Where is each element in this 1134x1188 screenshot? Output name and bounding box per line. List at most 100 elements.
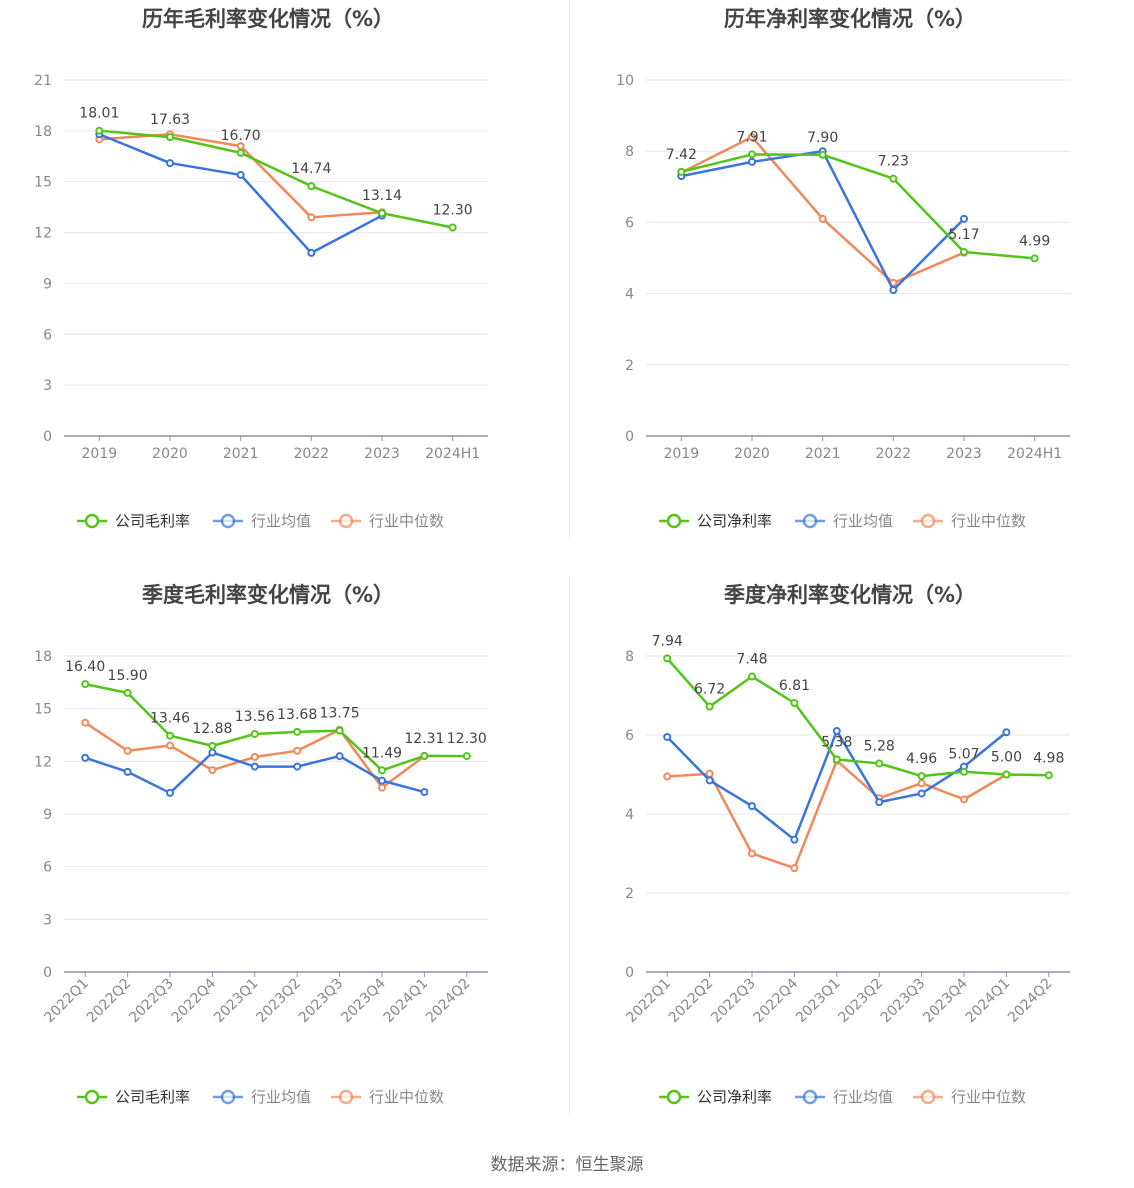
data-point	[705, 769, 714, 778]
data-point	[166, 788, 174, 797]
legend-label: 行业均值	[833, 1088, 893, 1106]
series-line-company	[666, 657, 1049, 778]
y-tick-label: 3	[43, 378, 52, 394]
data-label: 4.99	[1019, 233, 1050, 249]
data-point	[832, 755, 841, 764]
data-point	[123, 746, 132, 755]
series-line-company	[99, 129, 453, 229]
data-point	[748, 802, 756, 811]
y-tick-label: 10	[616, 73, 634, 89]
data-label: 12.88	[192, 721, 232, 737]
data-point	[960, 767, 968, 776]
data-label: 18.01	[79, 106, 119, 122]
quarterly-net-margin-chart: 季度净利率变化情况（%） 0 2 4 6 8 2022Q1 2022Q2 2022Q3 2022Q…	[574, 576, 1134, 1136]
data-point	[123, 767, 132, 776]
legend-label: 行业中位数	[369, 512, 444, 530]
data-point	[378, 776, 386, 785]
x-tick-label: 2024H1	[425, 446, 480, 462]
data-label: 13.68	[277, 707, 317, 723]
data-label: 13.46	[150, 711, 190, 727]
data-point	[748, 849, 756, 858]
series-line-company	[681, 153, 1035, 260]
data-point	[1002, 728, 1011, 737]
data-point	[250, 729, 259, 738]
y-tick-label: 21	[34, 73, 52, 89]
annual-gross-margin-chart: 历年毛利率变化情况（%） 0 3 6 9 12 15 18 21 2019 2020 2021 2022…	[8, 0, 568, 560]
data-point	[293, 746, 302, 755]
x-tick-label: 2020	[152, 446, 188, 462]
y-tick-label: 6	[625, 728, 634, 744]
legend-marker	[802, 513, 818, 529]
data-label: 12.30	[447, 731, 487, 747]
data-point	[420, 751, 429, 760]
data-point	[1044, 771, 1053, 780]
y-tick-label: 8	[625, 144, 634, 160]
data-label: 14.74	[291, 161, 331, 177]
y-tick-label: 0	[625, 429, 634, 445]
data-label: 7.94	[652, 633, 683, 649]
x-tick-label: 2023	[946, 446, 982, 462]
y-tick-label: 4	[625, 287, 634, 303]
data-label: 7.48	[736, 652, 767, 668]
x-tick-label: 2023Q2	[835, 976, 886, 1027]
series-line-company	[84, 682, 467, 772]
y-tick-label: 18	[34, 649, 52, 665]
data-point	[960, 214, 968, 223]
data-point	[917, 779, 926, 788]
y-tick-label: 2	[625, 886, 634, 902]
data-point	[889, 286, 898, 295]
data-point	[960, 247, 968, 256]
data-point	[250, 752, 259, 761]
data-point	[889, 174, 898, 183]
x-tick-label: 2022Q1	[623, 976, 674, 1027]
legend-label: 公司毛利率	[115, 512, 190, 530]
data-point	[307, 248, 316, 257]
data-point	[208, 766, 217, 775]
data-point	[917, 789, 926, 798]
data-point	[960, 795, 968, 804]
y-tick-label: 6	[625, 215, 634, 231]
annual-net-margin-chart: 历年净利率变化情况（%） 0 2 4 6 8 10 2019 2020 2021 2022 2023 2…	[574, 0, 1134, 560]
data-point	[208, 741, 217, 750]
data-point	[1030, 254, 1039, 263]
data-label: 5.00	[991, 750, 1022, 766]
data-label: 7.90	[807, 130, 838, 146]
data-point	[663, 772, 672, 781]
data-point	[293, 727, 302, 736]
chart-svg: 历年毛利率变化情况（%） 0 3 6 9 12 15 18 21 2019 2020 2021 2022…	[34, 7, 488, 530]
legend-label: 行业中位数	[951, 1088, 1026, 1106]
y-tick-label: 6	[43, 327, 52, 343]
data-point	[420, 788, 429, 797]
data-point	[236, 170, 245, 179]
data-point	[236, 148, 245, 157]
data-label: 7.91	[736, 129, 767, 145]
data-point	[917, 772, 926, 781]
x-tick-label: 2021	[223, 446, 259, 462]
data-point	[875, 798, 884, 807]
data-point	[166, 731, 174, 740]
data-point	[236, 142, 245, 151]
data-label: 15.90	[108, 668, 148, 684]
chart-svg: 季度净利率变化情况（%） 0 2 4 6 8 2022Q12022Q22022Q32022Q…	[623, 583, 1070, 1106]
data-label: 7.42	[666, 147, 697, 163]
data-point	[790, 699, 799, 708]
data-label: 13.75	[320, 706, 360, 722]
x-tick-label: 2023Q4	[920, 975, 971, 1026]
y-tick-label: 0	[625, 965, 634, 981]
data-label: 6.72	[694, 682, 725, 698]
x-tick-label: 2019	[664, 446, 700, 462]
data-point	[95, 126, 104, 135]
x-tick-label: 2024H1	[1007, 446, 1062, 462]
x-tick-label: 2023Q1	[211, 976, 262, 1027]
data-label: 12.30	[433, 202, 473, 218]
x-tick-label: 2020	[734, 446, 770, 462]
data-label: 13.56	[235, 709, 275, 725]
x-tick-label: 2022	[876, 446, 912, 462]
y-tick-label: 9	[43, 276, 52, 292]
data-point	[307, 182, 316, 191]
data-label: 13.14	[362, 188, 402, 204]
y-tick-label: 12	[34, 754, 52, 770]
data-point	[123, 688, 132, 697]
chart-svg: 季度毛利率变化情况（%） 0 3 6 9 12 15 18 2022Q12022Q22022Q3…	[34, 583, 488, 1106]
data-point	[748, 150, 756, 159]
